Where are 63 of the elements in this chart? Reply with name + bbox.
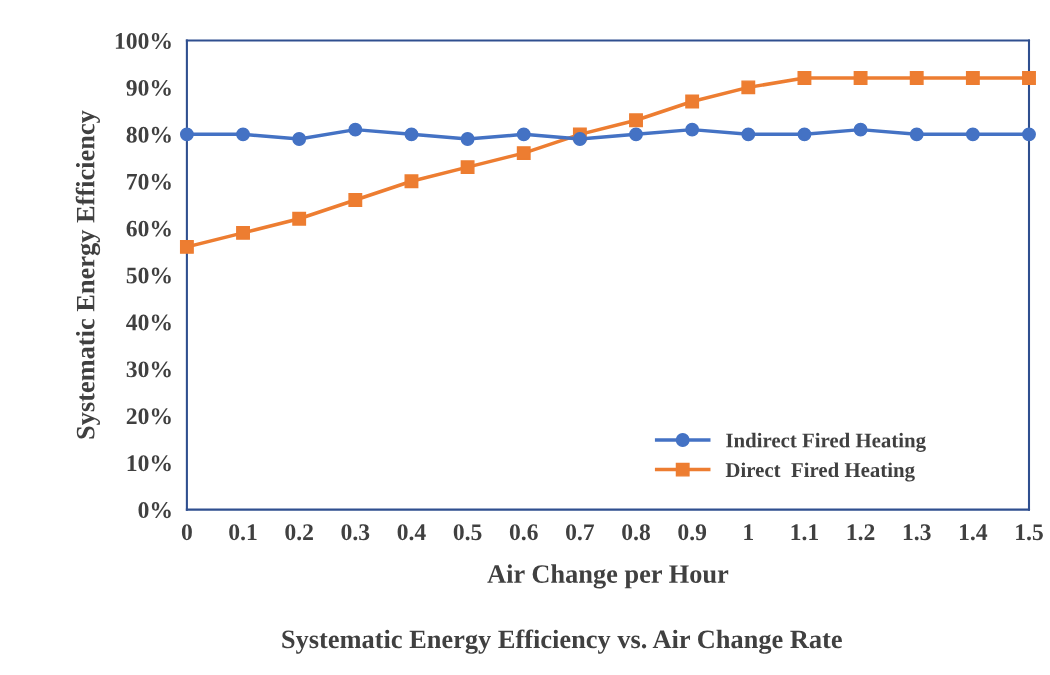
legend-label: Indirect Fired Heating — [726, 432, 926, 452]
point — [685, 94, 700, 109]
x-tick-label: 0.8 — [622, 524, 650, 541]
point — [404, 174, 419, 189]
point — [741, 127, 756, 142]
point — [292, 211, 307, 226]
x-tick-label: 1.3 — [903, 524, 931, 541]
point — [909, 127, 924, 142]
x-tick-label: 0 — [181, 524, 192, 541]
x-tick-label: 1 — [744, 524, 753, 540]
point — [629, 113, 643, 128]
point — [965, 127, 980, 142]
y-tick-label: 70% — [127, 173, 171, 190]
y-tick-label: 80% — [126, 126, 171, 143]
x-tick-label: 0.4 — [397, 524, 426, 541]
y-tick-label: 10% — [127, 455, 171, 472]
y-tick-label: 0% — [138, 502, 171, 519]
x-tick-label: 0.5 — [453, 524, 482, 541]
point — [909, 71, 924, 85]
x-tick-label: 1.2 — [847, 524, 875, 541]
point — [685, 122, 700, 137]
x-tick-label: 0.3 — [341, 524, 370, 541]
point — [348, 193, 363, 207]
point — [348, 122, 363, 137]
point — [460, 160, 475, 175]
legend-label: Direct Fired Heating — [725, 462, 915, 482]
x-tick-label: 0.7 — [566, 524, 595, 541]
point — [965, 71, 980, 85]
x-tick-label: 1.5 — [1016, 524, 1043, 541]
text: Systematic Energy Efficiency vs. Air Change Rate — [282, 629, 842, 654]
point — [853, 122, 868, 137]
point — [179, 127, 194, 142]
point — [460, 132, 475, 146]
x-tick-label: 1.4 — [960, 524, 988, 541]
y-tick-label: 60% — [126, 220, 171, 237]
y-tick-label: 20% — [126, 408, 171, 425]
point — [853, 71, 868, 85]
x-tick-label: 0.9 — [678, 524, 707, 541]
point — [1022, 71, 1036, 85]
y-tick-label: 50% — [126, 267, 171, 284]
y-tick-label: 30% — [126, 361, 171, 378]
point — [292, 132, 307, 146]
x-tick-label: 1.1 — [791, 524, 818, 541]
y-axis-title: Systematic Energy Efficiency — [75, 110, 101, 439]
point — [797, 127, 812, 142]
point — [236, 127, 250, 142]
y-tick-label: 40% — [126, 314, 171, 331]
point — [404, 127, 419, 142]
x-tick-label: 0.6 — [509, 524, 538, 541]
point — [516, 127, 531, 142]
x-tick-label: 0.2 — [285, 524, 313, 541]
point — [797, 71, 812, 85]
point — [572, 132, 587, 146]
point — [236, 225, 250, 240]
point — [629, 127, 643, 142]
point — [516, 146, 531, 161]
y-tick-label: 100% — [115, 32, 171, 49]
point — [741, 80, 756, 95]
x-axis-title: Air Change per Hour — [487, 564, 729, 589]
x-tick-label: 0.1 — [229, 524, 257, 541]
point — [1022, 127, 1036, 142]
point — [179, 239, 194, 254]
y-tick-label: 90% — [126, 79, 171, 96]
